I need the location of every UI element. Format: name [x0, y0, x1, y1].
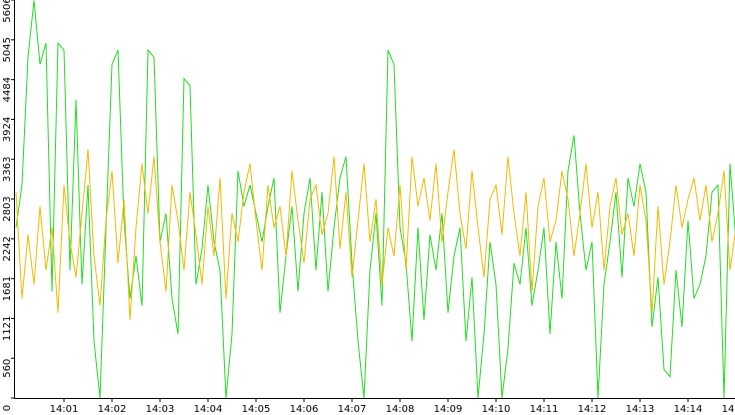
series-line — [15, 149, 735, 320]
y-tick-label: 0 — [2, 405, 13, 411]
x-tick-label: 14:06 — [290, 404, 319, 415]
x-tick-label: 14:04 — [194, 404, 223, 415]
y-tick-label: 5606 — [2, 0, 13, 23]
y-tick-label: 1681 — [2, 276, 13, 301]
x-tick-label: 14:14 — [674, 404, 703, 415]
x-tick-label: 14:03 — [146, 404, 175, 415]
x-tick-label: 14:11 — [530, 404, 559, 415]
x-tick-label: 14:05 — [242, 404, 271, 415]
y-tick-label: 5045 — [2, 37, 13, 62]
y-tick-label: 1121 — [2, 316, 13, 341]
x-tick-label: 14:09 — [434, 404, 463, 415]
x-tick-label: 14:12 — [578, 404, 607, 415]
y-tick-label: 4484 — [2, 77, 13, 102]
y-tick-label: 2242 — [2, 236, 13, 261]
x-tick-label: 14:13 — [626, 404, 655, 415]
x-tick-label: 14:02 — [98, 404, 127, 415]
y-tick-label: 2803 — [2, 196, 13, 221]
x-tick-label: 14:01 — [50, 404, 79, 415]
x-tick-label: 14:10 — [482, 404, 511, 415]
y-tick-label: 3363 — [2, 157, 13, 182]
y-tick-label: 560 — [2, 359, 13, 378]
y-tick-label: 3924 — [2, 117, 13, 142]
x-tick-label: 14:07 — [338, 404, 367, 415]
x-tick-label: 14:15 — [722, 404, 735, 415]
x-tick-label: 14:08 — [386, 404, 415, 415]
series-line — [15, 0, 735, 399]
